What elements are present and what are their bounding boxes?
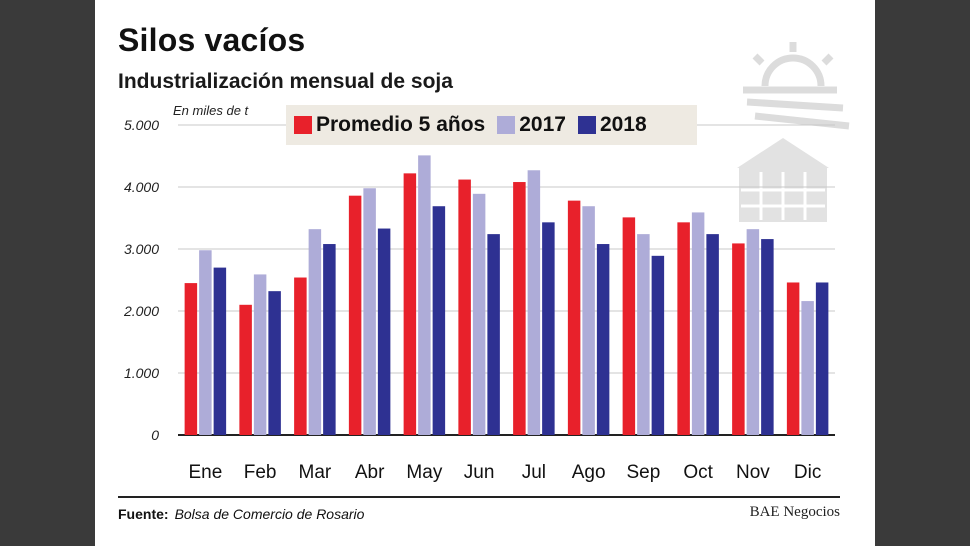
x-tick-label: Jul [522,462,546,483]
legend-label-2017: 2017 [519,113,566,136]
bar-sep-2018 [651,255,665,435]
legend-item-promedio: Promedio 5 años [294,113,485,137]
bar-may-2017 [418,155,431,435]
bar-dic-2018 [815,282,829,435]
legend-label-2018: 2018 [599,113,647,136]
x-tick-label: Sep [626,462,660,483]
bar-nov-2017 [746,229,760,435]
bar-dic-2017 [801,301,814,435]
bar-nov-promedio [732,243,745,435]
y-tick-label: 5.000 [124,117,159,133]
bar-abr-promedio [348,195,362,435]
legend-swatch-2018 [577,116,596,134]
bar-feb-2017 [253,274,267,435]
bar-mar-promedio [294,277,307,435]
y-axis: 0 1.000 2.000 3.000 4.000 5.000 [123,117,835,443]
y-tick-label: 1.000 [124,365,159,381]
bar-ago-2017 [582,206,595,435]
bar-ene-2018 [213,267,227,435]
chart-subtitle: Industrialización mensual de soja [118,70,453,93]
sun-silo-watermark-icon [737,42,850,222]
footer-rule [118,496,840,498]
bar-mar-2018 [323,244,336,435]
x-tick-label: Abr [355,462,385,483]
x-tick-label: Dic [794,462,821,483]
bars [184,155,829,436]
chart-legend: Promedio 5 años 2017 2018 [286,105,697,145]
bar-may-promedio [403,173,417,436]
bar-oct-2018 [706,234,719,435]
right-frame [875,0,970,546]
bar-may-2018 [432,206,446,435]
x-tick-label: Mar [299,462,332,483]
bar-jul-2017 [527,170,541,435]
bar-jun-2018 [487,234,500,435]
bar-jun-2017 [472,193,486,435]
bar-ene-promedio [184,283,198,435]
bar-oct-promedio [677,222,690,435]
bar-dic-promedio [786,282,800,435]
unit-note: En miles de t [173,103,249,118]
bar-abr-2017 [363,188,376,435]
legend-label-promedio: Promedio 5 años [316,113,486,136]
brand-credit: BAE Negocios [749,504,840,520]
bar-ago-2018 [596,244,610,435]
bar-sep-promedio [622,217,636,435]
bar-chart: 0 1.000 2.000 3.000 4.000 5.000 Ene Feb Mar Abr M… [123,117,835,483]
bar-sep-2017 [637,234,650,435]
x-tick-label: Nov [736,462,770,483]
bar-feb-promedio [239,304,252,435]
x-tick-label: Feb [244,462,277,483]
legend-swatch-promedio [294,116,312,134]
bar-mar-2017 [308,229,322,435]
chart-title: Silos vacíos [118,22,306,58]
legend-item-2018: 2018 [577,113,647,137]
bar-abr-2018 [377,228,391,435]
x-tick-label: Ene [188,462,222,483]
x-tick-label: Oct [683,462,713,483]
source-value: Bolsa de Comercio de Rosario [174,506,365,522]
bar-feb-2018 [268,291,281,435]
y-tick-label: 4.000 [124,179,159,195]
x-tick-label: May [406,462,442,483]
x-tick-label: Jun [464,462,495,483]
infographic-card: Silos vacíos Industrialización mensual d… [95,0,875,546]
bar-nov-2018 [761,239,774,435]
bar-jul-promedio [513,182,526,435]
bar-oct-2017 [691,212,705,435]
y-tick-label: 2.000 [123,303,159,319]
legend-item-2017: 2017 [497,113,566,137]
y-tick-label: 0 [151,427,159,443]
x-tick-label: Ago [572,462,606,483]
y-tick-label: 3.000 [124,241,159,257]
bar-jul-2018 [542,222,555,435]
x-axis: Ene Feb Mar Abr May Jun Jul Ago Sep Oct Nov Dic [188,462,821,483]
left-frame [0,0,95,546]
bar-jun-promedio [458,179,471,435]
source-line: Fuente: Bolsa de Comercio de Rosario [118,506,364,522]
legend-swatch-2017 [497,116,516,134]
source-label: Fuente: [118,506,169,522]
bar-ago-promedio [567,200,581,435]
bar-ene-2017 [199,250,212,435]
